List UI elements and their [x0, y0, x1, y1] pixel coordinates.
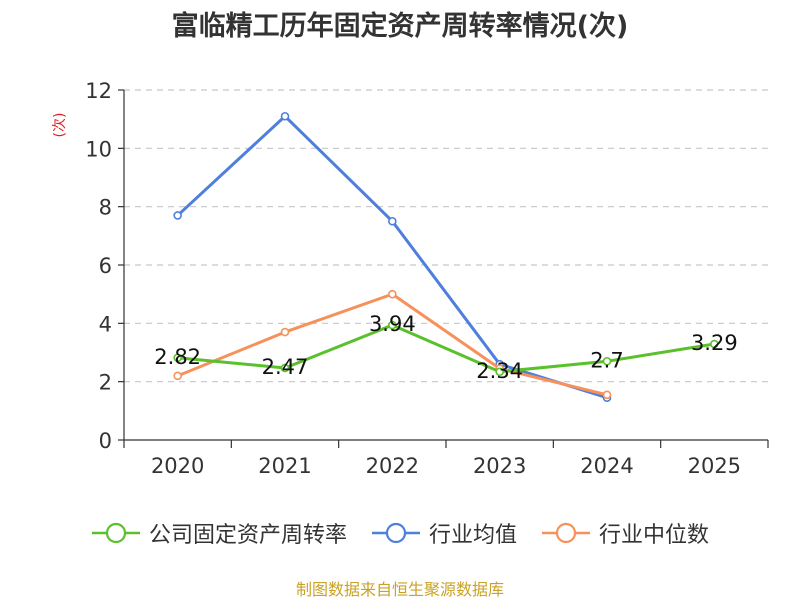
data-label: 2.7: [590, 348, 623, 372]
y-tick-label: 2: [99, 371, 112, 395]
chart-title: 富临精工历年固定资产周转率情况(次): [171, 11, 629, 42]
y-tick-label: 6: [99, 254, 112, 278]
legend: 公司固定资产周转率 行业均值 行业中位数: [0, 517, 800, 549]
data-point-1[interactable]: [173, 211, 182, 220]
data-label: 2.34: [476, 359, 523, 383]
data-point-1[interactable]: [280, 111, 290, 121]
legend-label: 行业均值: [428, 523, 517, 548]
y-axis-label: (次): [52, 113, 68, 138]
x-tick-label: 2023: [473, 454, 526, 478]
series-line-1: [176, 114, 608, 400]
legend-item-0[interactable]: 公司固定资产周转率: [91, 517, 347, 549]
data-labels: 2.82 2.47 3.94 2.34 2.7 3.29: [154, 312, 737, 383]
x-tick-label: 2024: [580, 454, 633, 478]
axes: 0 2 4 6 8 10 12 2020 2021 2022 2023 2024 2025: [85, 79, 769, 478]
legend-label: 公司固定资产周转率: [148, 523, 347, 548]
source-note: 制图数据来自恒生聚源数据库: [295, 580, 504, 599]
series-line-2: [177, 292, 608, 397]
legend-label: 行业中位数: [599, 523, 710, 548]
data-point-2[interactable]: [602, 390, 612, 400]
data-point-0[interactable]: [602, 356, 612, 366]
data-point-0[interactable]: [388, 320, 397, 330]
x-tick-label: 2020: [151, 454, 204, 478]
y-tick-label: 10: [85, 137, 112, 161]
y-tick-label: 4: [99, 312, 112, 336]
data-label: 3.29: [691, 331, 738, 355]
data-point-0[interactable]: [710, 339, 719, 349]
data-label: 2.47: [262, 355, 309, 379]
data-point-0[interactable]: [280, 363, 290, 373]
data-point-2[interactable]: [388, 289, 397, 299]
series: [173, 111, 719, 403]
legend-item-2[interactable]: 行业中位数: [541, 517, 709, 549]
y-tick-label: 12: [85, 79, 112, 103]
data-point-0[interactable]: [173, 353, 182, 363]
data-point-2[interactable]: [173, 371, 182, 381]
data-point-1[interactable]: [388, 216, 397, 226]
data-label: 3.94: [369, 312, 416, 336]
grid-lines: [124, 89, 768, 383]
data-point-0[interactable]: [495, 367, 504, 377]
x-tick-label: 2021: [258, 454, 311, 478]
y-tick-label: 0: [99, 429, 112, 453]
y-tick-label: 8: [99, 196, 112, 220]
legend-line-circle-icon: [371, 522, 420, 544]
series-line-0: [177, 323, 715, 374]
legend-line-circle-icon: [91, 522, 140, 544]
x-tick-label: 2022: [366, 454, 419, 478]
legend-item-1[interactable]: 行业均值: [371, 517, 517, 549]
data-label: 2.82: [154, 345, 201, 369]
data-point-2[interactable]: [280, 327, 290, 337]
x-tick-label: 2025: [688, 454, 741, 478]
legend-line-circle-icon: [542, 522, 590, 544]
